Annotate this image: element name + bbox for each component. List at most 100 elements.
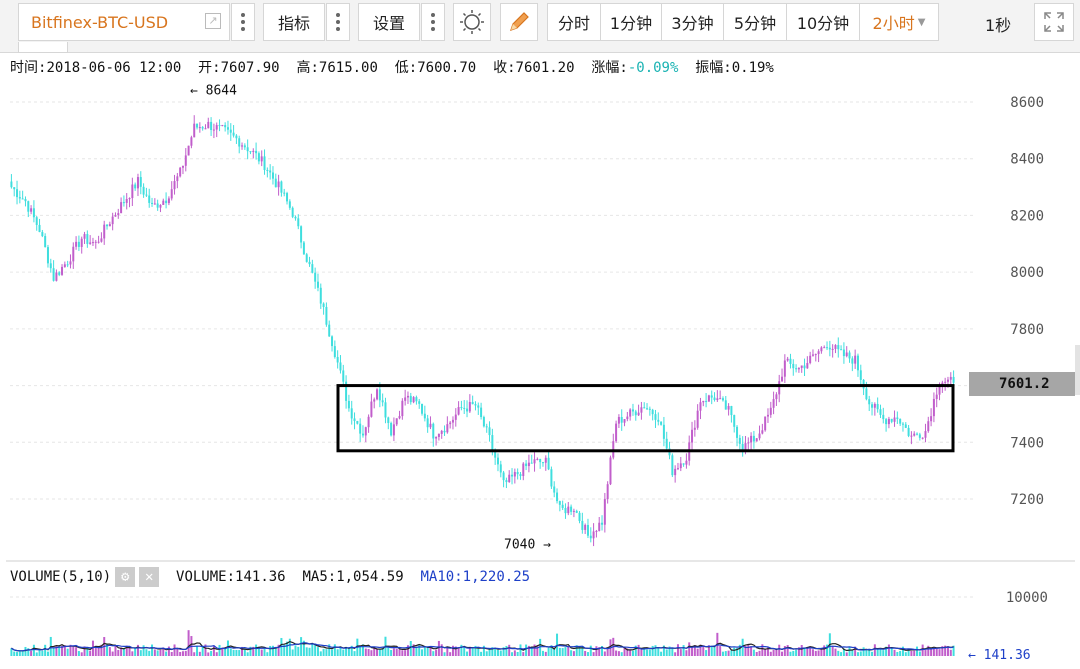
refresh-interval[interactable]: 1秒	[985, 16, 1012, 35]
gear-icon[interactable]: ⚙	[115, 567, 136, 587]
volume-bar	[505, 645, 508, 656]
candle-body	[294, 216, 297, 219]
settings-menu-button[interactable]	[421, 3, 445, 41]
candle-body	[854, 355, 857, 364]
draw-tool-button[interactable]	[500, 3, 538, 41]
volume-bar	[406, 645, 409, 656]
candle-body	[328, 324, 331, 337]
indicators-button[interactable]: 指标	[263, 3, 325, 41]
period-tab-4[interactable]: 10分钟	[786, 3, 860, 41]
volume-bar	[558, 647, 561, 656]
period-tab-3[interactable]: 5分钟	[723, 3, 787, 41]
candle-body	[567, 506, 570, 514]
candle-body	[623, 419, 626, 423]
volume-bar	[648, 649, 651, 656]
candle-body	[738, 437, 741, 444]
volume-bar	[193, 652, 196, 656]
volume-bar	[595, 646, 598, 656]
candle-body	[94, 241, 97, 243]
volume-bar	[862, 647, 865, 656]
candle-body	[797, 367, 800, 370]
volume-bar	[55, 645, 58, 656]
period-tab-0[interactable]: 分时	[547, 3, 601, 41]
indicators-menu-button[interactable]	[326, 3, 350, 41]
volume-bar	[792, 650, 795, 656]
period-tab-active[interactable]: 2小时 ▼	[859, 3, 939, 41]
candle-body	[89, 242, 92, 244]
settings-button[interactable]: 设置	[358, 3, 420, 41]
candle-body	[190, 137, 193, 146]
volume-bar	[466, 651, 469, 656]
volume-bar	[111, 651, 114, 656]
volume-bar	[485, 651, 488, 656]
period-tab-1[interactable]: 1分钟	[600, 3, 662, 41]
candle-body	[480, 407, 483, 418]
candle-body	[752, 435, 755, 442]
volume-bar	[418, 645, 421, 656]
candle-body	[243, 145, 246, 148]
period-label: 10分钟	[796, 14, 850, 33]
volume-bar	[508, 644, 511, 656]
price-tick-label: 8600	[1010, 95, 1044, 111]
volume-bar	[432, 651, 435, 656]
volume-bar	[626, 648, 629, 656]
volume-bar	[488, 648, 491, 656]
candle-body	[229, 129, 232, 133]
volume-label: VOLUME:	[176, 569, 236, 585]
volume-bar	[13, 651, 16, 656]
candle-body	[845, 352, 848, 357]
candle-body	[893, 417, 896, 422]
volume-bar	[806, 647, 809, 656]
symbol-selector[interactable]: Bitfinex-BTC-USD ↗	[18, 3, 230, 41]
volume-bar	[52, 648, 55, 656]
external-link-icon[interactable]: ↗	[205, 13, 221, 29]
candle-body	[944, 381, 947, 383]
candle-body	[786, 358, 789, 361]
candle-body	[595, 530, 598, 532]
candle-body	[10, 181, 13, 188]
volume-bar	[443, 652, 446, 656]
close-icon[interactable]: ✕	[139, 567, 160, 587]
volume-bar	[226, 640, 229, 656]
period-tab-2[interactable]: 3分钟	[661, 3, 724, 41]
volume-bar	[212, 646, 215, 656]
high-value: 7615.00	[318, 60, 378, 76]
volume-bar	[772, 649, 775, 656]
volume-bar	[114, 645, 117, 656]
volume-bar	[463, 647, 466, 656]
candle-body	[572, 510, 575, 512]
volume-bar	[865, 649, 868, 656]
candle-body	[842, 349, 845, 357]
candle-body	[646, 408, 649, 410]
candle-body	[662, 424, 665, 439]
volume-bar	[820, 648, 823, 656]
candle-body	[395, 418, 398, 425]
symbol-menu-button[interactable]	[231, 3, 255, 41]
scroll-handle[interactable]	[1075, 345, 1080, 395]
volume-bar	[120, 647, 123, 656]
indicators-label: 指标	[277, 14, 310, 33]
candle-body	[151, 202, 154, 204]
candle-body	[423, 413, 426, 419]
candle-body	[134, 184, 137, 189]
candle-body	[513, 472, 516, 477]
volume-bar	[41, 650, 44, 656]
volume-bar	[198, 651, 201, 656]
candle-body	[721, 398, 724, 401]
candle-body	[466, 408, 469, 412]
candle-body	[378, 389, 381, 401]
candle-body	[932, 398, 935, 417]
fullscreen-button[interactable]	[1034, 3, 1074, 41]
candle-body	[527, 462, 530, 467]
volume-bar	[446, 647, 449, 656]
volume-bar	[300, 637, 303, 656]
volume-bar	[890, 647, 893, 656]
ma5-label: MA5:	[302, 569, 337, 585]
volume-bar	[308, 647, 311, 656]
theme-toggle-button[interactable]	[453, 3, 491, 41]
candle-body	[353, 418, 356, 421]
candle-body	[617, 416, 620, 424]
candle-body	[533, 459, 536, 464]
candle-body	[601, 522, 604, 525]
